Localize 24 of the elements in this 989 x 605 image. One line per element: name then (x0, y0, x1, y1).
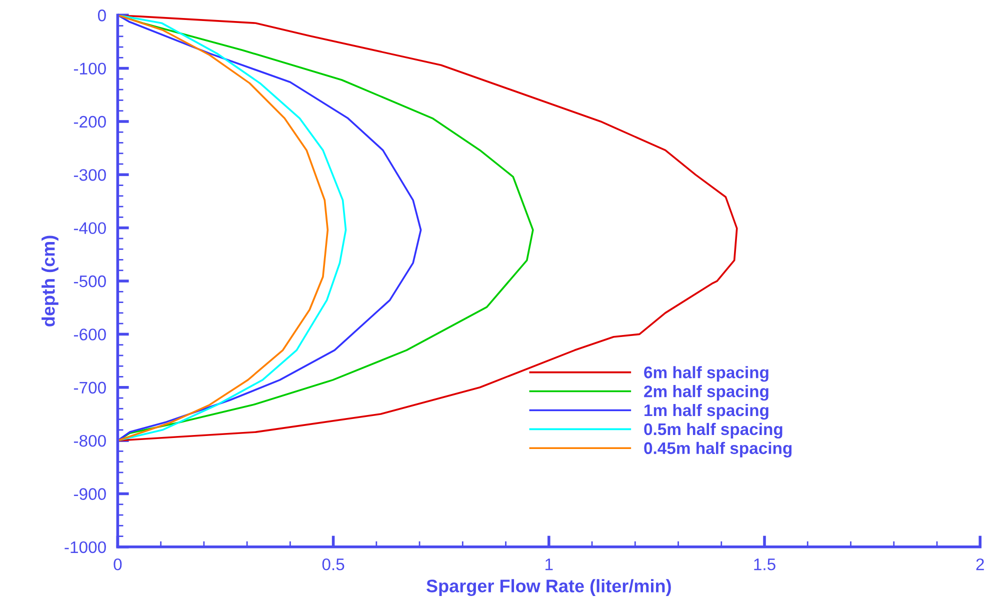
x-tick-label: 0 (114, 558, 122, 570)
y-tick-label: 0 (98, 10, 106, 22)
y-tick-label: -400 (74, 222, 106, 234)
y-axis-title: depth (cm) (42, 236, 58, 326)
y-tick-label: -700 (74, 382, 106, 394)
y-tick-label: -900 (74, 488, 106, 500)
x-tick-label: 2 (976, 558, 984, 570)
series-label: 6m half spacing (644, 366, 768, 382)
x-tick-label: 0.5 (322, 558, 344, 570)
x-axis-title: Sparger Flow Rate (liter/min) (426, 579, 671, 596)
text: 1m half spacing (644, 404, 768, 420)
text: 0.45m half spacing (644, 442, 792, 458)
x-tick-label: 1.5 (754, 558, 776, 570)
y-tick-label: -100 (74, 62, 106, 75)
y-tick-label: -500 (74, 275, 106, 288)
y-tick-label: -200 (74, 116, 106, 128)
text: 0.5m half spacing (644, 422, 782, 439)
text: 2m half spacing (644, 385, 768, 401)
y-tick-label: -600 (74, 328, 106, 340)
y-tick-label: -800 (74, 434, 106, 447)
y-tick-label: -1000 (64, 541, 106, 554)
y-tick-label: -300 (74, 169, 106, 181)
line-series (118, 15, 422, 442)
x-tick-label: 1 (546, 558, 553, 570)
